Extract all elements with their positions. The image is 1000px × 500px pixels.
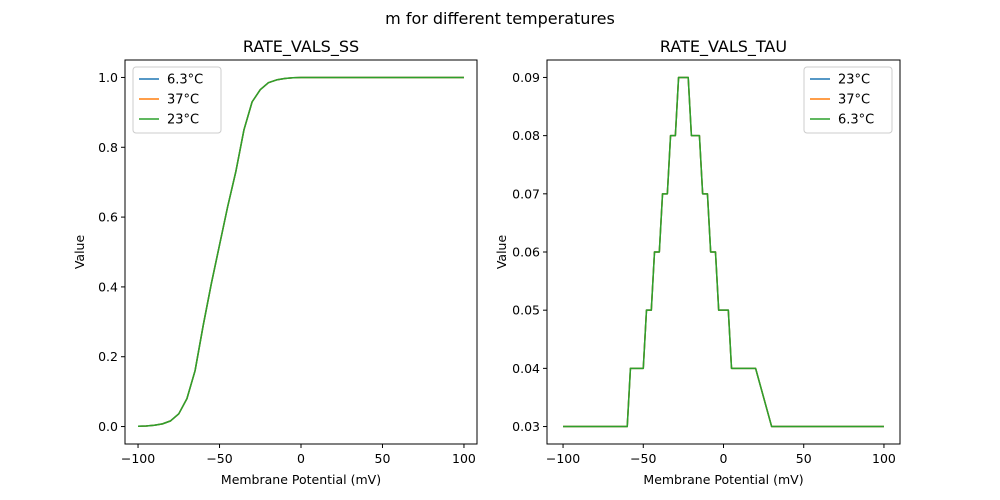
tau-y-axis-label: Value <box>494 235 509 270</box>
tau-y-ticks: 0.03 0.04 0.05 0.06 0.07 0.08 0.09 <box>512 70 547 434</box>
ss-y-tick-label: 0.8 <box>98 140 118 155</box>
ss-x-axis-label: Membrane Potential (mV) <box>221 472 381 487</box>
tau-x-ticks: −100 −50 0 50 100 <box>546 444 896 466</box>
ss-legend-entry: 37°C <box>167 93 199 108</box>
ss-series-line-2 <box>138 76 464 428</box>
ss-x-tick-label: −50 <box>206 451 232 466</box>
tau-plot-lines <box>563 76 884 428</box>
tau-x-tick-label: 50 <box>796 451 812 466</box>
ss-y-tick-label: 1.0 <box>98 70 118 85</box>
ss-x-tick-label: 0 <box>297 451 305 466</box>
tau-x-tick-label: 100 <box>872 451 896 466</box>
tau-y-tick-label: 0.08 <box>512 128 540 143</box>
ss-legend-box <box>132 66 222 134</box>
ss-y-tick-label: 0.2 <box>98 349 118 364</box>
ss-y-tick-label: 0.4 <box>98 279 118 294</box>
tau-y-tick-label: 0.04 <box>512 361 540 376</box>
ss-x-tick-label: 50 <box>375 451 391 466</box>
tau-x-tick-label: −50 <box>630 451 656 466</box>
figure-suptitle: m for different temperatures <box>385 9 615 28</box>
ss-y-ticks: 0.0 0.2 0.4 0.6 0.8 1.0 <box>98 70 125 434</box>
subplot-ss: −100 −50 0 50 100 0.0 0.2 0.4 0.6 0.8 1.0 RATE_VA… <box>72 37 478 487</box>
ss-y-tick-label: 0.6 <box>98 210 118 225</box>
tau-x-tick-label: −100 <box>546 451 580 466</box>
ss-title: RATE_VALS_SS <box>243 37 359 57</box>
tau-y-tick-label: 0.03 <box>512 419 540 434</box>
ss-legend-entry: 23°C <box>167 113 199 128</box>
subplot-tau: −100 −50 0 50 100 0.030.040.050.060.070.080.… <box>494 37 901 487</box>
tau-x-axis-label: Membrane Potential (mV) <box>643 472 803 487</box>
ss-x-tick-label: −100 <box>121 451 155 466</box>
tau-y-tick-label: 0.05 <box>512 303 540 318</box>
tau-legend-entry: 37°C <box>838 93 870 108</box>
ss-plot-lines <box>138 76 464 428</box>
tau-series-line-2 <box>563 76 884 428</box>
ss-x-tick-label: 100 <box>452 451 476 466</box>
ss-y-axis-label: Value <box>72 235 87 270</box>
ss-x-ticks: −100 −50 0 50 100 <box>121 444 476 466</box>
tau-legend-entry: 23°C <box>838 73 870 88</box>
tau-legend: 23°C 37°C 6.3°C <box>803 66 893 134</box>
tau-legend-box <box>803 66 893 134</box>
ss-legend-entry: 6.3°C <box>167 73 203 88</box>
tau-y-tick-label: 0.07 <box>512 186 540 201</box>
tau-y-tick-label: 0.06 <box>512 245 540 260</box>
tau-x-tick-label: 0 <box>720 451 728 466</box>
tau-y-tick-label: 0.09 <box>512 70 540 85</box>
tau-title: RATE_VALS_TAU <box>660 37 787 57</box>
ss-y-tick-label: 0.0 <box>98 419 118 434</box>
tau-legend-entry: 6.3°C <box>838 113 874 128</box>
ss-legend: 6.3°C 37°C 23°C <box>132 66 222 134</box>
